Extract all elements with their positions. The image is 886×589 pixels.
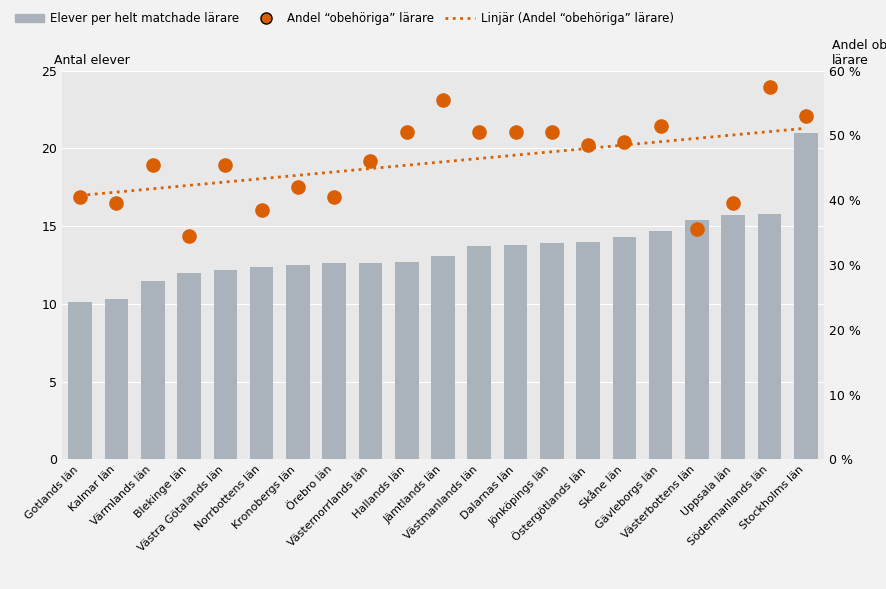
Bar — [431, 256, 455, 459]
Point — [327, 192, 341, 201]
Point — [291, 183, 305, 192]
Bar — [177, 273, 201, 459]
Bar — [577, 241, 600, 459]
Point — [218, 160, 232, 170]
Point — [545, 127, 559, 137]
Bar — [214, 270, 237, 459]
Point — [254, 205, 268, 214]
Bar — [758, 214, 781, 459]
Point — [182, 231, 196, 240]
Bar — [721, 216, 745, 459]
Bar — [359, 263, 382, 459]
Bar — [540, 243, 563, 459]
Point — [472, 127, 486, 137]
Bar — [395, 262, 418, 459]
Point — [145, 160, 159, 170]
Bar — [685, 220, 709, 459]
Bar — [323, 263, 346, 459]
Text: Antal elever: Antal elever — [54, 54, 130, 67]
Bar — [649, 231, 672, 459]
Point — [109, 199, 123, 209]
Point — [763, 82, 777, 91]
Point — [727, 199, 741, 209]
Bar — [504, 245, 527, 459]
Legend: Elever per helt matchade lärare, Andel “obehöriga” lärare, Linjär (Andel “obehör: Elever per helt matchade lärare, Andel “… — [15, 12, 673, 25]
Bar — [468, 246, 491, 459]
Bar — [250, 267, 274, 459]
Point — [509, 127, 523, 137]
Bar — [105, 299, 128, 459]
Point — [690, 224, 704, 234]
Point — [363, 157, 377, 166]
Point — [581, 140, 595, 150]
Text: Andel obehöriga
lärare: Andel obehöriga lärare — [832, 39, 886, 67]
Point — [400, 127, 414, 137]
Bar — [141, 280, 165, 459]
Point — [618, 137, 632, 147]
Point — [436, 95, 450, 105]
Bar — [794, 133, 818, 459]
Point — [654, 121, 668, 130]
Bar — [612, 237, 636, 459]
Bar — [286, 265, 310, 459]
Point — [799, 111, 813, 121]
Bar — [68, 302, 92, 459]
Point — [73, 192, 87, 201]
